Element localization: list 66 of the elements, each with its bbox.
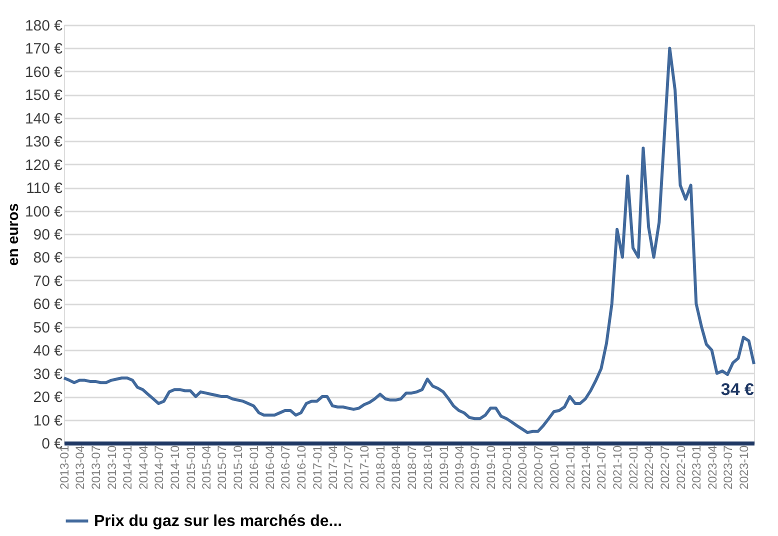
x-tick-label: 2018-07 <box>404 445 419 490</box>
x-tick-label: 2021-01 <box>563 445 578 490</box>
y-tick-label: 120 € <box>24 156 64 174</box>
x-tick-label: 2020-10 <box>547 445 562 490</box>
annotation: 34 € <box>720 380 755 400</box>
x-tick-label: 2014-04 <box>136 445 150 490</box>
y-tick-label: 50 € <box>33 319 64 336</box>
x-tick-label: 2022-01 <box>626 445 640 490</box>
x-tick-label: 2019-07 <box>468 445 482 490</box>
y-tick-label: 110 € <box>26 180 64 198</box>
y-tick-label: 80 € <box>33 250 64 267</box>
y-tick-label: 60 € <box>33 296 64 314</box>
x-tick-label: 2016-04 <box>262 445 277 490</box>
x-tick-label: 2016-01 <box>247 445 262 490</box>
y-tick-label: 140 € <box>24 110 64 128</box>
x-tick-label: 2013-04 <box>73 445 88 490</box>
x-tick-label: 2015-04 <box>199 445 214 490</box>
x-tick-label: 2013-07 <box>88 445 103 490</box>
x-tick-label: 2014-07 <box>152 445 166 490</box>
x-tick-label: 2018-10 <box>420 445 435 490</box>
x-tick-label: 2022-04 <box>642 445 656 490</box>
x-tick-label: 2023-07 <box>721 445 736 490</box>
x-tick-label: 2017-01 <box>310 445 324 490</box>
x-tick-label: 2021-10 <box>610 445 625 490</box>
x-tick-label: 2020-01 <box>500 445 514 490</box>
x-tick-label: 2016-10 <box>294 445 308 490</box>
y-tick-label: 40 € <box>33 342 64 360</box>
x-tick-label: 2022-07 <box>658 445 672 490</box>
x-tick-label: 2023-10 <box>736 445 751 490</box>
x-tick-label: 2022-10 <box>674 445 688 490</box>
x-tick-label: 2013-10 <box>104 445 119 490</box>
y-tick-label: 150 € <box>24 87 64 104</box>
x-tick-label: 2017-07 <box>342 445 356 490</box>
x-tick-label: 2014-10 <box>168 445 182 490</box>
x-tick-label: 2023-01 <box>690 445 704 490</box>
y-tick-label: 180 € <box>24 18 64 34</box>
y-tick-label: 170 € <box>24 40 64 58</box>
y-tick-label: 30 € <box>33 366 64 383</box>
x-tick-label: 2018-04 <box>389 445 404 490</box>
y-tick-label: 160 € <box>24 64 64 81</box>
x-tick-label: 2018-01 <box>374 445 388 490</box>
y-tick-label: 10 € <box>33 412 64 430</box>
x-tick-label: 2015-01 <box>184 445 198 490</box>
x-tick-label: 2013-01 <box>58 445 72 490</box>
legend-label: Prix du gaz sur les marchés de... <box>94 513 342 530</box>
x-tick-label: 2021-07 <box>594 445 609 490</box>
x-tick-label: 2019-04 <box>452 445 466 490</box>
x-tick-label: 2017-10 <box>358 445 372 490</box>
y-tick-label: 70 € <box>33 272 64 290</box>
x-tick-label: 2020-07 <box>531 445 546 490</box>
x-tick-label: 2020-04 <box>516 445 530 490</box>
x-tick-label: 2019-01 <box>436 445 451 490</box>
x-tick-label: 2017-04 <box>326 445 340 490</box>
y-tick-label: 100 € <box>24 203 64 220</box>
y-tick-label: 20 € <box>33 389 64 406</box>
x-tick-label: 2015-07 <box>215 445 230 490</box>
y-tick-label: 130 € <box>24 134 64 151</box>
x-tick-label: 2014-01 <box>120 445 135 490</box>
y-tick-label: 90 € <box>33 226 64 244</box>
x-tick-label: 2019-10 <box>484 445 498 490</box>
y-axis-title: en euros <box>4 203 22 266</box>
x-tick-label: 2015-10 <box>231 445 246 490</box>
line-series <box>62 46 756 434</box>
x-tick-label: 2021-04 <box>578 445 593 490</box>
x-tick-label: 2016-07 <box>278 445 293 490</box>
x-tick-label: 2023-04 <box>705 445 720 490</box>
